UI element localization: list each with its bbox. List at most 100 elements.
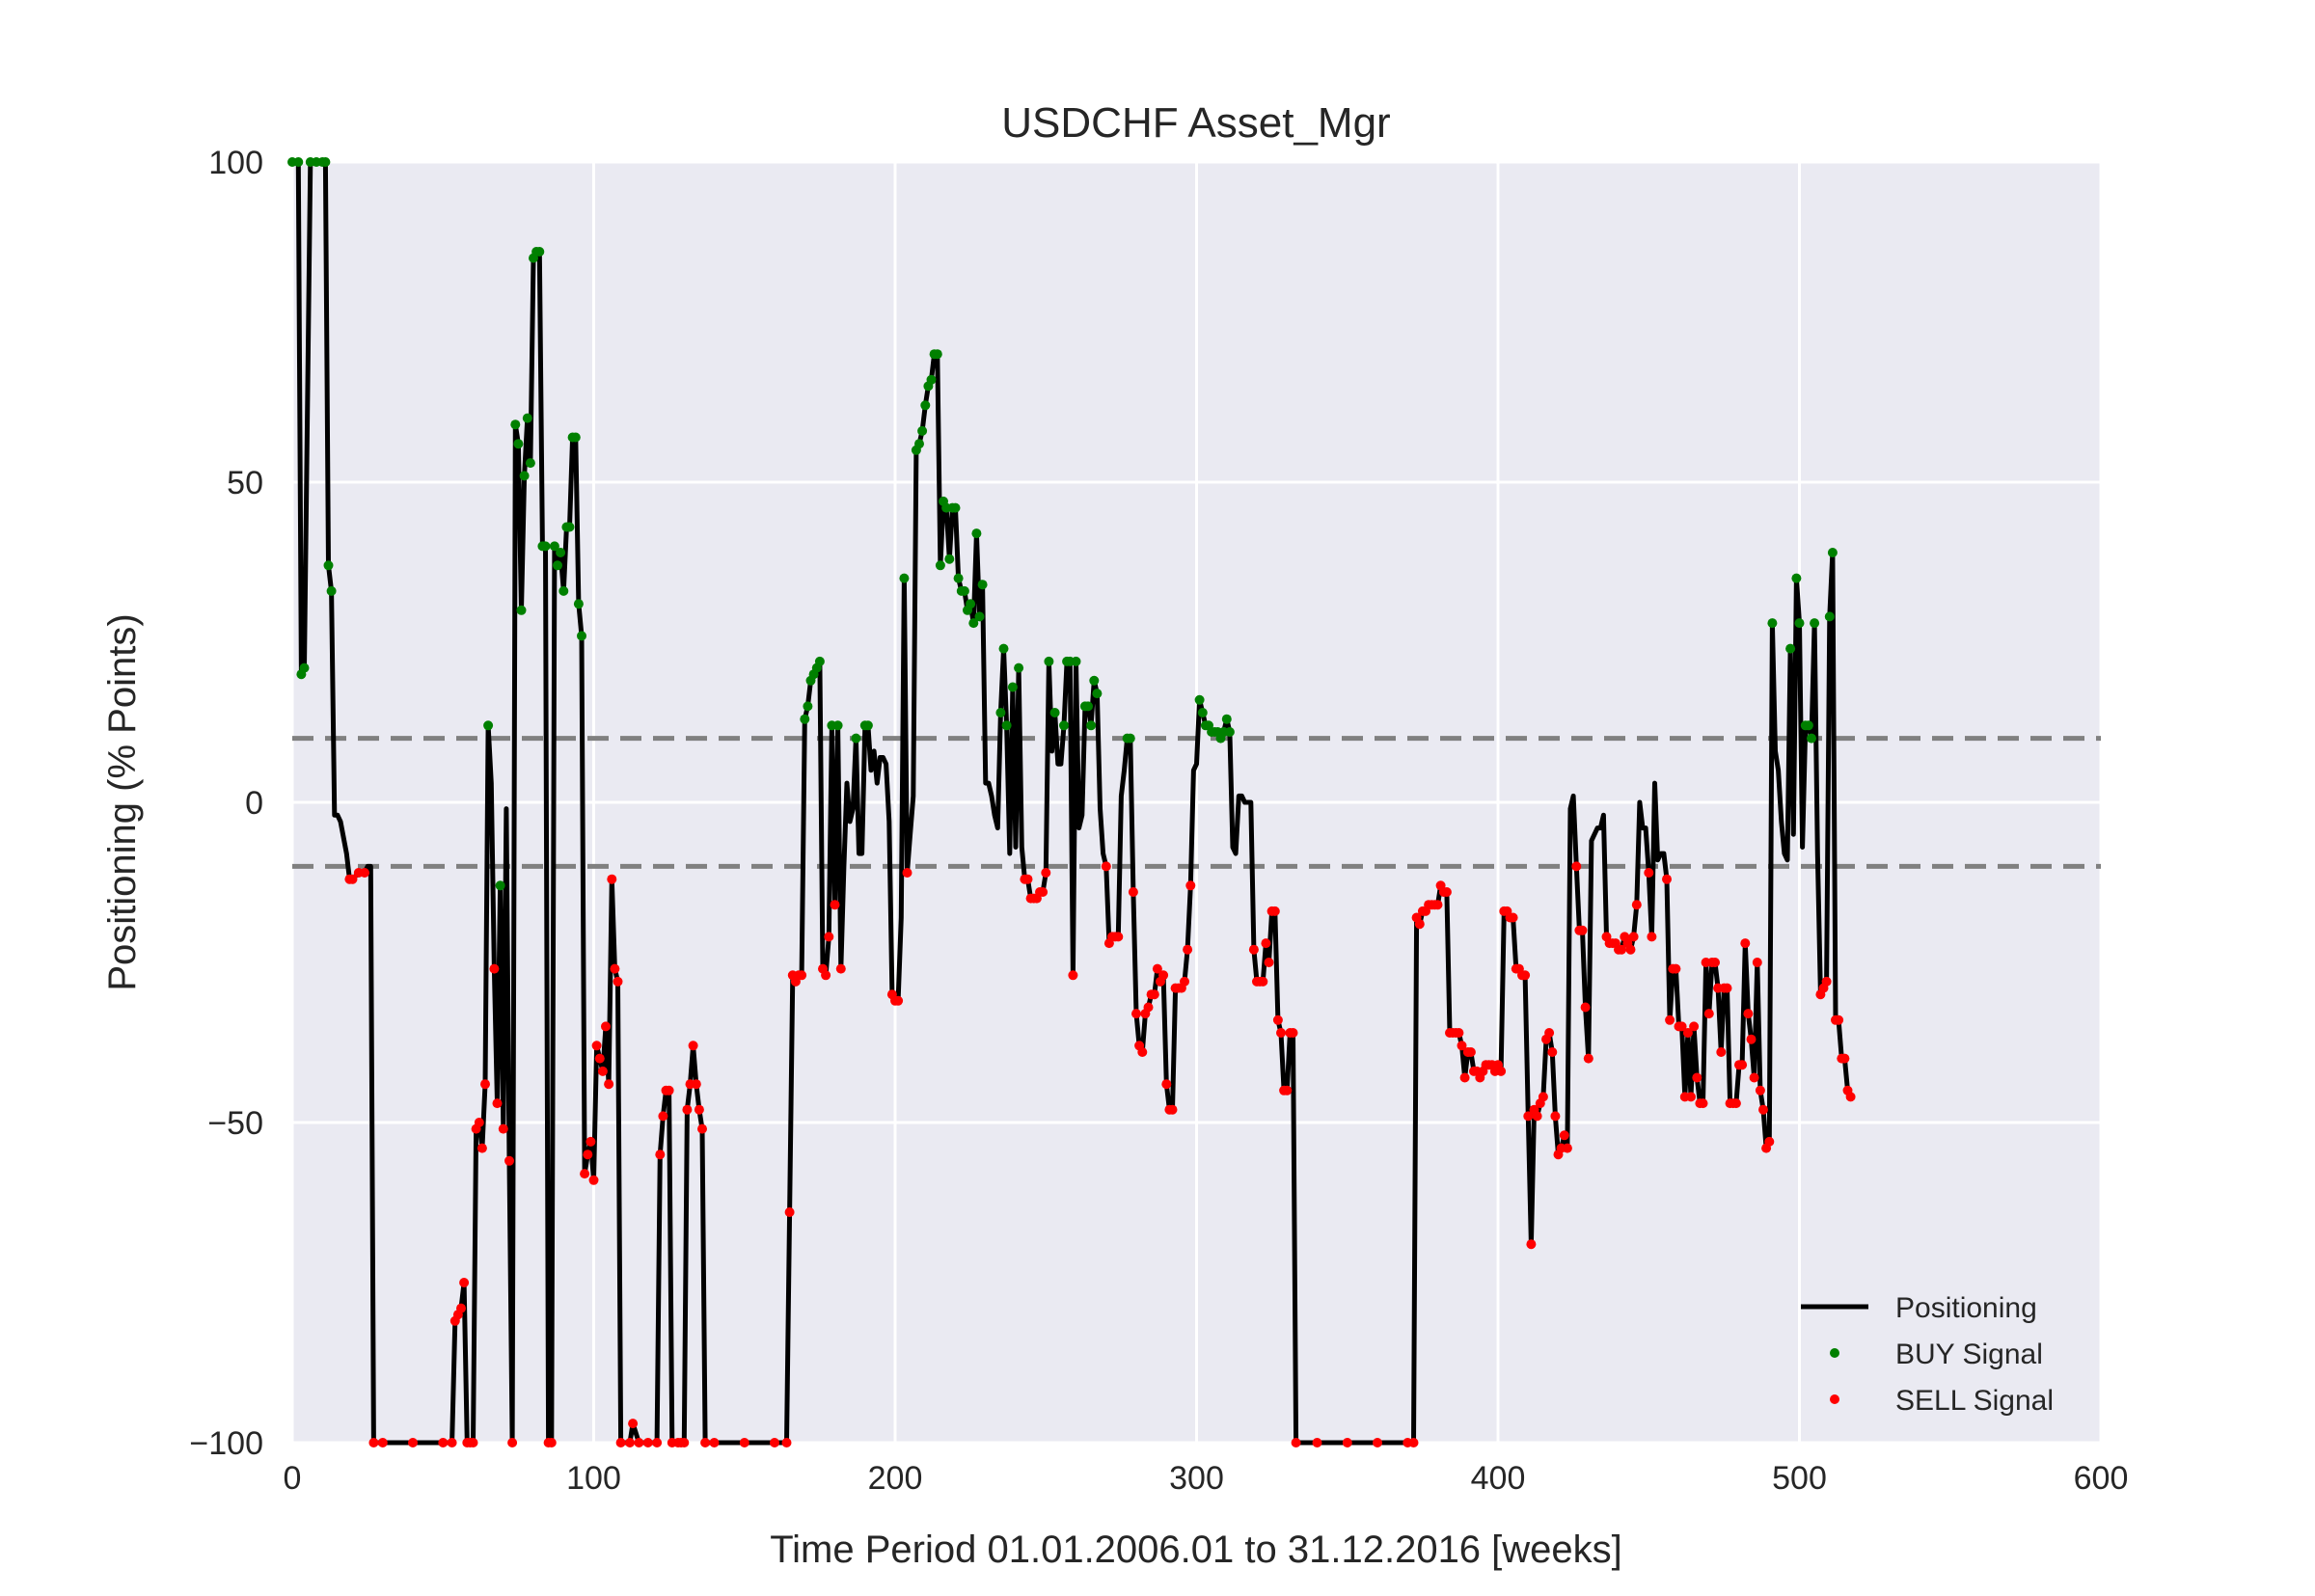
buy-signal-point [516,605,527,615]
sell-signal-point [1580,1002,1591,1013]
sell-signal-point [1752,958,1762,967]
sell-signal-point [1288,1028,1298,1038]
sell-signal-point [507,1438,518,1447]
buy-signal-point [1767,618,1778,629]
buy-signal-point [522,413,532,423]
x-tick-label: 200 [868,1460,923,1497]
sell-signal-point [546,1438,557,1447]
buy-signal-point [1092,689,1103,699]
buy-signal-point [959,585,969,596]
buy-signal-point [326,585,337,596]
sell-signal-point [1647,932,1657,942]
buy-signal-point [974,611,985,622]
sell-signal-point [655,1150,666,1160]
sell-signal-point [1834,1014,1844,1025]
sell-signal-point [477,1143,487,1153]
sell-signal-point [1276,1028,1286,1038]
sell-signal-point [784,1207,795,1217]
sell-signal-point [1508,912,1518,923]
sell-signal-point [1101,861,1111,872]
sell-signal-point [480,1079,490,1090]
buy-signal-point [977,580,988,590]
buy-signal-point [293,157,304,167]
sell-signal-point [586,1136,596,1147]
buy-signal-point [556,548,566,557]
buy-signal-point [534,247,545,257]
sell-signal-point [1628,932,1639,942]
sell-signal-point [1258,976,1268,987]
sell-signal-point [1538,1092,1548,1102]
buy-signal-point [953,573,964,583]
sell-signal-point [1625,944,1636,955]
sell-signal-point [1131,1009,1141,1019]
sell-signal-point [1758,1104,1768,1115]
x-tick-label: 0 [284,1460,302,1497]
sell-signal-point [1562,1143,1572,1153]
x-tick-label: 500 [1772,1460,1827,1497]
sell-signal-point [1571,861,1582,872]
y-tick-label: 50 [227,465,263,501]
sell-signal-point [1662,874,1672,884]
sell-signal-point [1839,1053,1850,1064]
sell-signal-point [1459,1072,1470,1083]
buy-signal-point [525,458,535,469]
sell-signal-point [438,1438,449,1447]
buy-signal-point [932,349,942,360]
sell-signal-point [1261,938,1271,949]
buy-signal-point [966,599,976,609]
sell-signal-point [1167,1104,1178,1115]
sell-signal-point [1743,1009,1754,1019]
sell-signal-point [607,874,617,884]
sell-signal-point [1038,887,1049,897]
sell-signal-point [1689,1021,1700,1032]
sell-signal-point [1457,1041,1467,1051]
sell-signal-point [1523,1111,1534,1122]
sell-signal-point [1152,963,1162,974]
buy-signal-point [1059,720,1069,731]
x-tick-label: 400 [1471,1460,1526,1497]
sell-signal-point [468,1438,478,1447]
sell-signal-point [1432,900,1443,910]
sell-signal-point [679,1438,690,1447]
sell-signal-point [682,1104,693,1115]
buy-markers [287,157,1838,891]
sell-signal-point [1710,958,1720,967]
buy-signal-point [851,733,861,744]
sell-signal-point [1158,970,1169,981]
sell-signal-point [1544,1028,1555,1038]
buy-signal-point [1049,708,1060,717]
buy-signal-point [1044,656,1054,666]
sell-signal-point [1682,1028,1693,1038]
sell-signal-point [1183,944,1193,955]
sell-signal-point [652,1438,663,1447]
sell-signal-point [1143,1002,1154,1013]
sell-signal-point [604,1079,614,1090]
sell-signal-point [625,1438,635,1447]
sell-signal-point [1676,1021,1687,1032]
sell-signal-point [1845,1092,1856,1102]
sell-signal-point [1282,1085,1293,1096]
x-tick-label: 300 [1169,1460,1224,1497]
sell-signal-point [1068,970,1078,981]
x-tick-labels: 0 100 200 300 400 500 600 [284,1460,2129,1497]
sell-signal-point [642,1438,653,1447]
sell-signal-point [1692,1072,1702,1083]
y-tick-label: −100 [189,1425,263,1462]
buy-signal-point [926,374,937,385]
buy-signal-point [832,720,843,731]
sell-signal-point [658,1111,668,1122]
sell-signal-point [1414,919,1425,930]
sell-signal-point [1272,1014,1283,1025]
sell-signal-point [700,1438,711,1447]
sell-signal-point [447,1438,457,1447]
sell-signal-point [1821,976,1832,987]
sell-signal-point [1113,932,1124,942]
sell-signal-point [694,1104,704,1115]
buy-signal-point [519,471,530,481]
y-tick-labels: −100 −50 0 50 100 [189,145,263,1462]
sell-signal-point [824,932,834,942]
buy-signal-point [483,720,494,731]
sell-signal-point [1737,1060,1748,1070]
buy-signal-point [510,419,521,430]
